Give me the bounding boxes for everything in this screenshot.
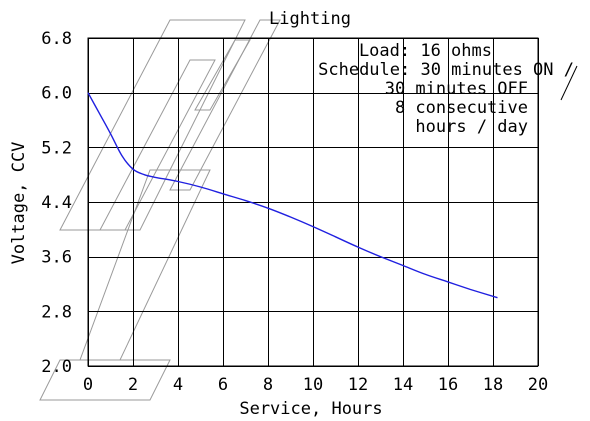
annotation-line-load: Load: 16 ohms [359,41,492,61]
x-tick-label: 12 [348,375,368,395]
y-tick-label: 6.0 [41,84,72,104]
x-tick-label: 10 [303,375,323,395]
annotation-line-off: 30 minutes OFF [385,79,528,99]
x-axis-label: Service, Hours [239,399,382,419]
x-axis-ticks: 0 2 4 6 8 10 12 14 16 18 20 [83,375,548,395]
x-tick-label: 0 [83,375,93,395]
x-tick-label: 2 [128,375,138,395]
x-tick-label: 14 [393,375,413,395]
x-tick-label: 20 [528,375,548,395]
y-tick-label: 2.0 [41,357,72,377]
chart-annotation: Load: 16 ohms Schedule: 30 minutes ON / … [318,41,574,137]
x-tick-label: 8 [263,375,273,395]
annotation-line-consecutive: 8 consecutive [395,98,528,118]
annotation-line-schedule: Schedule: 30 minutes ON / [318,60,574,80]
y-tick-label: 6.8 [41,29,72,49]
y-tick-label: 2.8 [41,302,72,322]
y-tick-label: 3.6 [41,248,72,268]
y-tick-label: 4.4 [41,193,72,213]
annotation-slash-mark [560,65,578,101]
x-tick-label: 18 [483,375,503,395]
plot-grid [87,37,578,367]
y-axis-label: Voltage, CCV [9,142,29,265]
y-axis-ticks: 6.8 6.0 5.2 4.4 3.6 2.8 2.0 [41,29,72,377]
annotation-line-hours: hours / day [415,117,528,137]
chart-title: Lighting [269,9,351,29]
series-line [87,92,498,299]
watermark-outline [39,19,281,401]
x-tick-label: 6 [218,375,228,395]
x-tick-label: 16 [438,375,458,395]
x-tick-label: 4 [173,375,183,395]
y-tick-label: 5.2 [41,138,72,158]
